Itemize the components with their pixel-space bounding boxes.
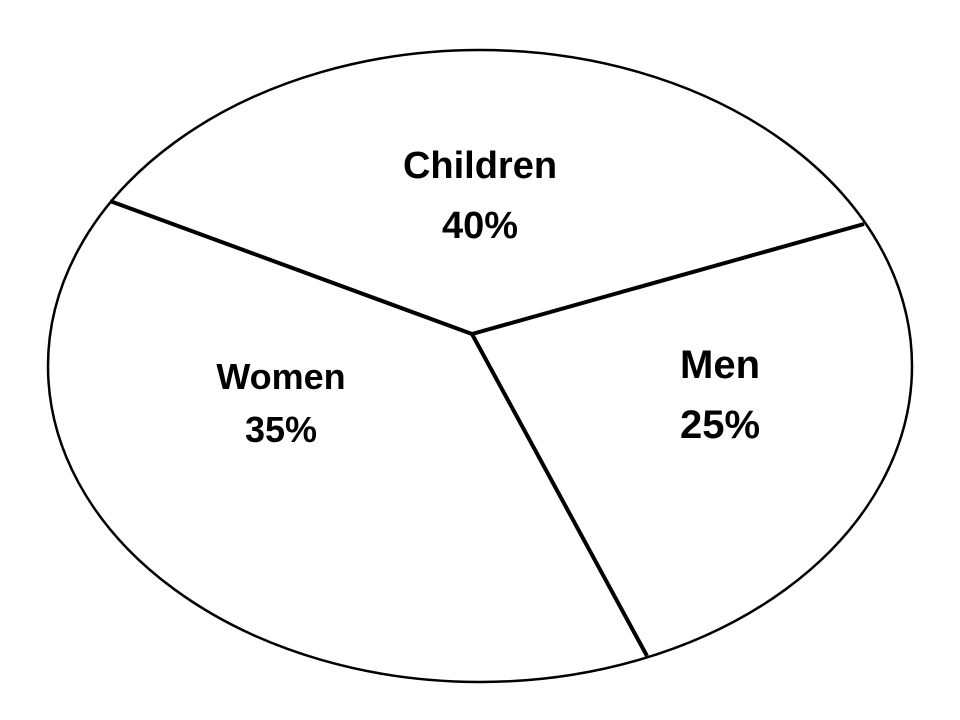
pie-outline xyxy=(46,48,914,684)
slice-label-women: Women xyxy=(216,356,345,397)
slice-value-women: 35% xyxy=(245,409,317,450)
slice-divider-children-women xyxy=(109,199,473,336)
slice-value-men: 25% xyxy=(680,403,760,447)
slice-divider-men-women xyxy=(470,333,649,657)
slice-label-men: Men xyxy=(680,343,760,387)
slice-label-children: Children xyxy=(403,145,557,187)
slice-value-children: 40% xyxy=(442,205,518,247)
slice-divider-children-men xyxy=(471,222,865,336)
